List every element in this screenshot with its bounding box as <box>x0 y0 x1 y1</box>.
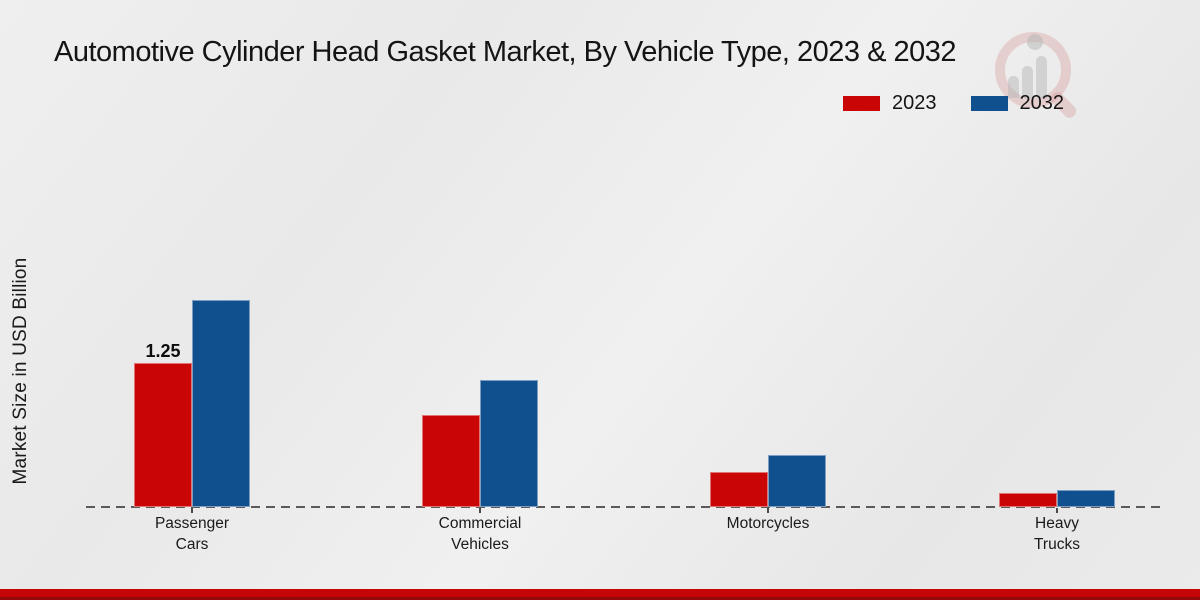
bar-2032-passenger-cars <box>192 300 250 507</box>
legend-swatch-2023 <box>843 96 880 111</box>
legend-label-2032: 2032 <box>1019 92 1065 114</box>
legend-item-2032: 2032 <box>970 92 1065 115</box>
axis-tick <box>479 508 481 513</box>
legend: 2023 2032 <box>843 92 1064 115</box>
bar-2032-motorcycles <box>768 455 826 507</box>
chart-title: Automotive Cylinder Head Gasket Market, … <box>54 36 957 68</box>
footer-accent-band <box>0 589 1200 600</box>
magnifier-ring-icon <box>995 32 1071 108</box>
person-dot-icon <box>1027 34 1043 50</box>
legend-item-2023: 2023 <box>843 92 937 115</box>
category-label-passenger-cars: Passenger Cars <box>154 515 230 553</box>
bar-2023-commercial-vehicles <box>422 415 480 507</box>
legend-label-2023: 2023 <box>892 92 937 114</box>
market-research-logo-watermark <box>985 28 1095 128</box>
legend-swatch-2032 <box>970 96 1008 111</box>
bar-2032-heavy-trucks <box>1057 490 1115 507</box>
axis-tick <box>767 508 769 513</box>
logo-bar-icon <box>1008 76 1019 98</box>
bar-2023-passenger-cars <box>134 363 192 507</box>
logo-bar-icon <box>1036 56 1047 98</box>
bar-2023-motorcycles <box>710 472 768 507</box>
logo-bar-icon <box>1022 66 1033 98</box>
x-axis-baseline <box>86 506 1163 508</box>
bar-2032-commercial-vehicles <box>480 380 538 507</box>
category-label-motorcycles: Motorcycles <box>726 515 810 532</box>
bar-value-label: 1.25 <box>145 341 181 361</box>
axis-tick <box>191 508 193 513</box>
category-label-commercial-vehicles: Commercial Vehicles <box>438 515 522 553</box>
category-label-heavy-trucks: Heavy Trucks <box>1034 515 1080 553</box>
bar-2023-heavy-trucks <box>999 493 1057 507</box>
axis-tick <box>1056 508 1058 513</box>
